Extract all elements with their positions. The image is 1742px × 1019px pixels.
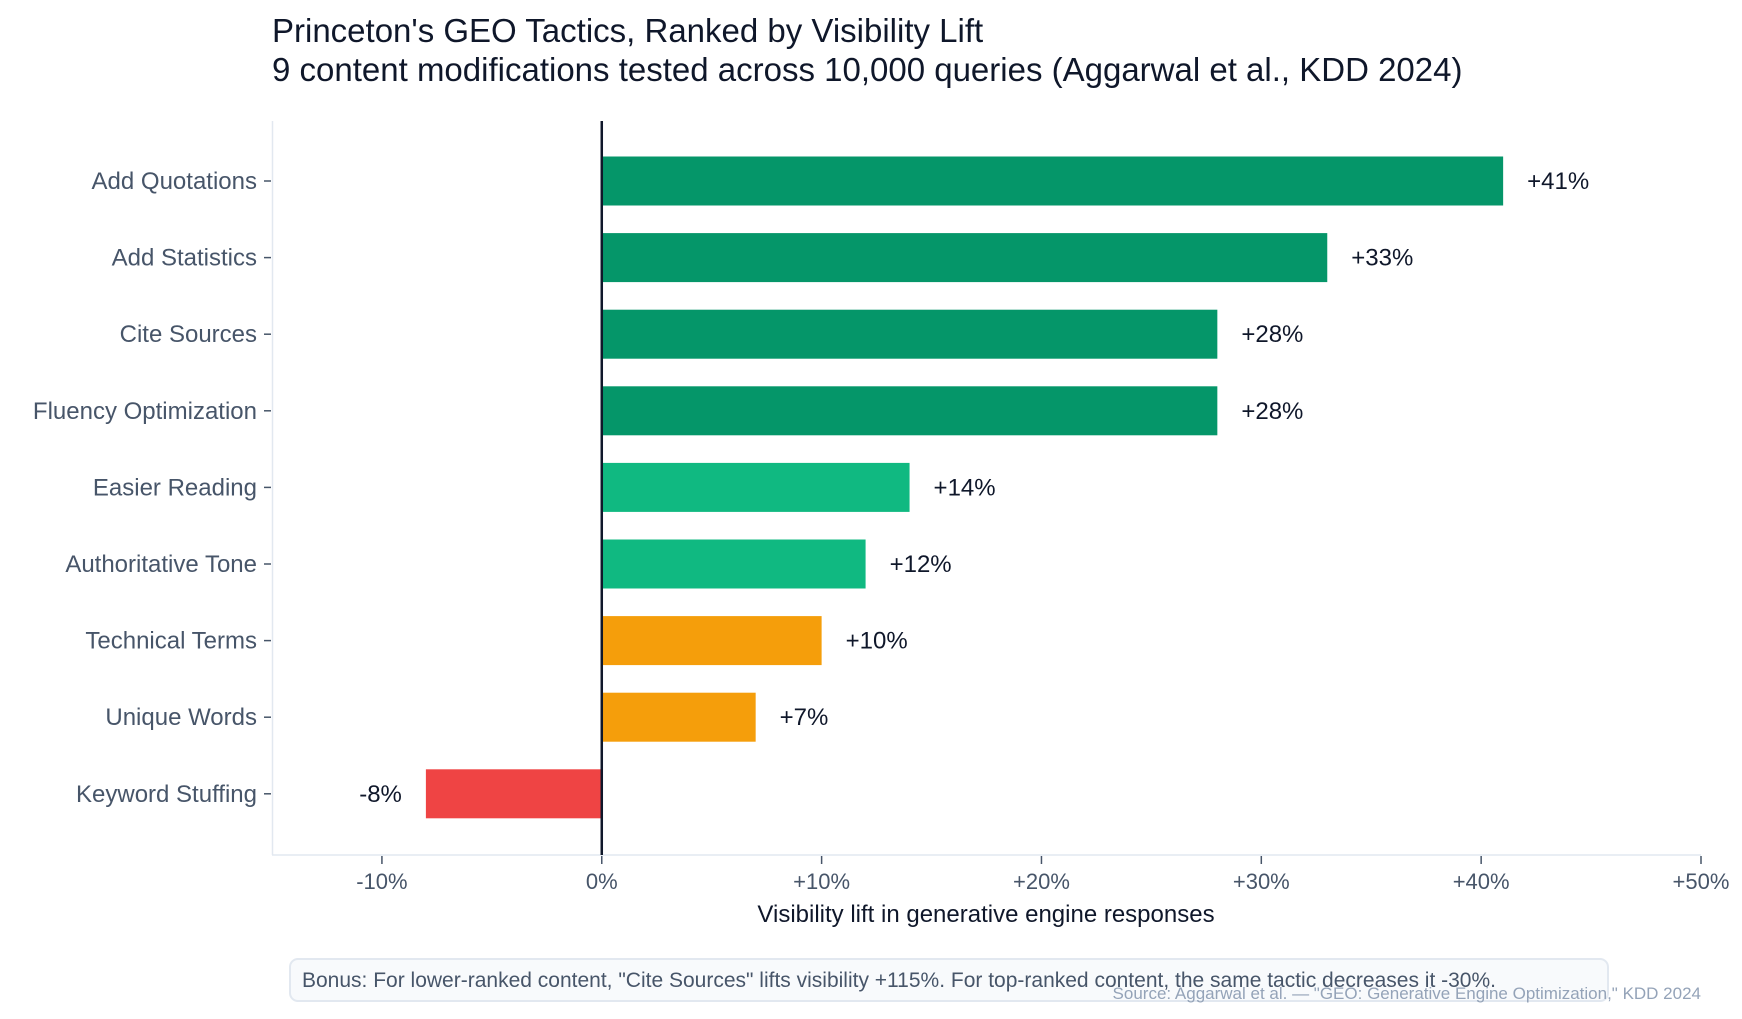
y-tick-label: Easier Reading bbox=[93, 474, 257, 501]
y-tick-label: Cite Sources bbox=[120, 321, 257, 348]
chart-title: Princeton's GEO Tactics, Ranked by Visib… bbox=[272, 12, 983, 49]
x-tick-label: +10% bbox=[793, 869, 850, 894]
bar bbox=[601, 539, 866, 589]
bar bbox=[601, 386, 1218, 436]
y-tick-label: Fluency Optimization bbox=[33, 398, 257, 425]
data-label: +28% bbox=[1241, 321, 1303, 348]
data-label: +28% bbox=[1241, 398, 1303, 425]
data-label: +33% bbox=[1351, 245, 1413, 272]
data-label: +12% bbox=[890, 551, 952, 578]
data-label: -8% bbox=[359, 781, 402, 808]
bar bbox=[601, 462, 910, 512]
data-label: +14% bbox=[934, 474, 996, 501]
bar bbox=[601, 233, 1328, 283]
bar bbox=[601, 309, 1218, 359]
x-axis-label: Visibility lift in generative engine res… bbox=[757, 901, 1214, 928]
x-tick-label: 0% bbox=[586, 869, 618, 894]
y-tick-label: Authoritative Tone bbox=[65, 551, 257, 578]
bar bbox=[601, 156, 1504, 206]
annotation-text: Bonus: For lower-ranked content, "Cite S… bbox=[302, 969, 1496, 992]
data-label: +41% bbox=[1527, 168, 1589, 195]
y-tick-label: Keyword Stuffing bbox=[76, 781, 257, 808]
y-tick-label: Add Quotations bbox=[92, 168, 257, 195]
bar bbox=[601, 616, 822, 666]
source-text: Source: Aggarwal et al. — "GEO: Generati… bbox=[1113, 984, 1701, 1003]
y-tick-label: Technical Terms bbox=[85, 628, 257, 655]
bar bbox=[601, 692, 756, 742]
y-tick-label: Add Statistics bbox=[112, 245, 257, 272]
chart-subtitle: 9 content modifications tested across 10… bbox=[272, 51, 1462, 88]
x-tick-label: +40% bbox=[1453, 869, 1510, 894]
x-tick-label: +50% bbox=[1673, 869, 1730, 894]
x-tick-label: +20% bbox=[1013, 869, 1070, 894]
data-label: +7% bbox=[780, 704, 829, 731]
data-label: +10% bbox=[846, 628, 908, 655]
x-tick-label: +30% bbox=[1233, 869, 1290, 894]
bar bbox=[425, 769, 602, 819]
y-tick-label: Unique Words bbox=[105, 704, 257, 731]
annotation-box bbox=[289, 958, 1609, 1002]
x-tick-label: -10% bbox=[356, 869, 407, 894]
